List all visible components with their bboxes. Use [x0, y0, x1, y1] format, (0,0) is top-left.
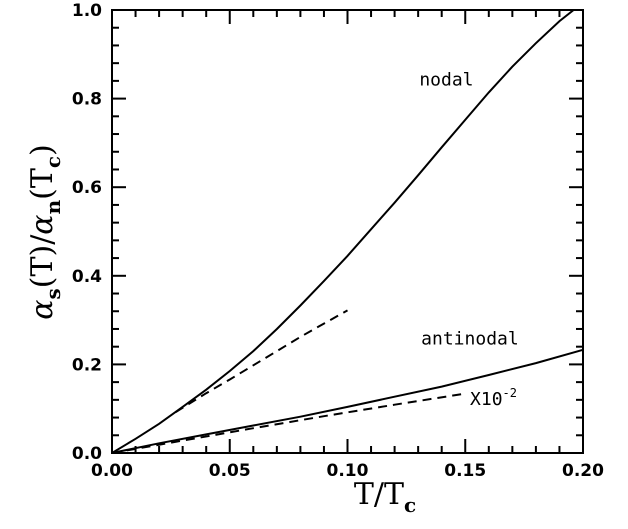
- y-tick-label: 1.0: [72, 1, 102, 21]
- y-axis-label-part: n: [41, 199, 65, 214]
- y-tick-label: 0.0: [72, 444, 102, 464]
- x-axis-label-sub: c: [404, 493, 416, 517]
- y-axis-label: αs(T)/αn(Tc): [25, 144, 65, 320]
- annotation-3: X10-2: [470, 386, 517, 410]
- annotation-1: nodal: [419, 69, 473, 90]
- x-tick-labels: 0.00 0.05 0.10 0.15 0.20: [91, 461, 604, 481]
- y-axis-label-part: (T)/: [25, 234, 60, 288]
- x-tick-label: 0.00: [91, 461, 133, 481]
- x-axis-label-main: T/T: [354, 477, 404, 512]
- y-tick-label: 0.4: [72, 267, 102, 287]
- annotation-2: antinodal: [421, 328, 519, 349]
- y-axis-label-part: α: [25, 299, 60, 319]
- y-tick-label: 0.2: [72, 355, 102, 375]
- y-axis-label-part: s: [41, 288, 65, 299]
- x-tick-label: 0.05: [209, 461, 251, 481]
- annotations: nodal antinodal X10-2: [419, 69, 518, 410]
- series-4-line: [112, 394, 465, 453]
- y-tick-label: 0.6: [72, 178, 102, 198]
- x-tick-label: 0.20: [562, 461, 604, 481]
- x-tick-label: 0.15: [444, 461, 486, 481]
- series-3-line: [112, 350, 583, 453]
- y-tick-label: 0.8: [72, 90, 102, 110]
- y-axis-label-part: α: [25, 214, 60, 234]
- y-tick-labels: 0.0 0.2 0.4 0.6 0.8 1.0: [72, 1, 102, 464]
- x-axis-label: T/Tc: [354, 477, 416, 517]
- y-axis-label-part: c: [41, 156, 65, 168]
- y-axis-label-part: (T: [25, 168, 60, 200]
- y-axis-label-part: ): [25, 144, 60, 156]
- series-2-line: [176, 310, 348, 412]
